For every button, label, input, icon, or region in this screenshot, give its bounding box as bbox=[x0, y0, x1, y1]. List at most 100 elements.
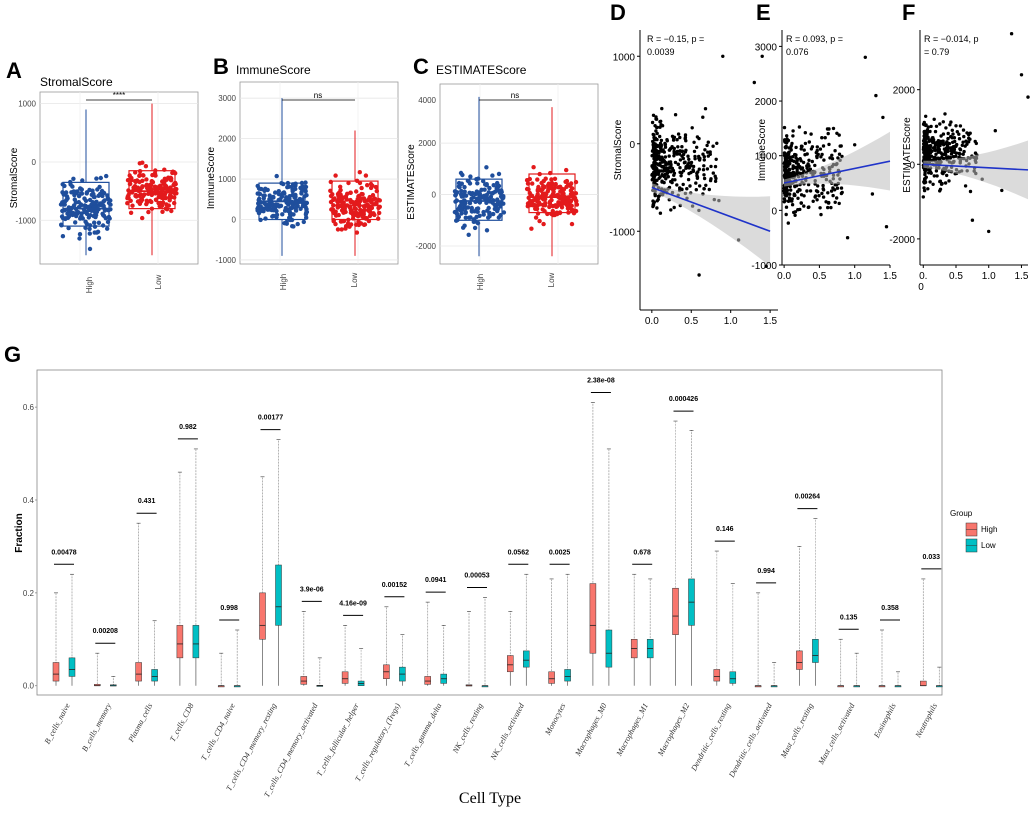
scatter-point bbox=[799, 201, 803, 205]
panel-a-chart: StromalScore StromalScore **** -1000 0 100… bbox=[9, 75, 199, 293]
xtick-label: 0. bbox=[919, 271, 927, 282]
category-label: NK_cells_activated bbox=[488, 701, 526, 762]
scatter-point bbox=[931, 140, 935, 145]
scatter-point bbox=[821, 183, 825, 188]
panel-g-boxes bbox=[52, 402, 943, 688]
data-point bbox=[150, 172, 155, 178]
scatter-point bbox=[670, 146, 674, 150]
ytick-label: -1000 bbox=[751, 261, 777, 272]
scatter-point bbox=[785, 192, 789, 196]
category-label: T_cells_CD8 bbox=[168, 702, 196, 744]
scatter-point bbox=[706, 140, 710, 144]
panel-b-chart: ImmuneScore ImmuneScore ns -1000 0 1000 200… bbox=[206, 63, 399, 290]
data-point bbox=[92, 220, 97, 225]
scatter-point bbox=[933, 157, 938, 162]
data-point bbox=[536, 200, 542, 205]
data-point bbox=[459, 188, 464, 194]
panel-g-legend: Group High Low bbox=[950, 509, 997, 553]
scatter-point bbox=[967, 136, 971, 140]
scatter-point bbox=[798, 171, 803, 176]
scatter-point bbox=[686, 154, 690, 158]
scatter-point bbox=[786, 221, 790, 225]
data-point bbox=[369, 199, 374, 205]
data-point bbox=[501, 210, 507, 215]
data-point bbox=[496, 171, 502, 177]
pvalue-label: 0.431 bbox=[138, 498, 156, 505]
panel-a-ylabel: StromalScore bbox=[9, 147, 20, 208]
scatter-point bbox=[933, 145, 937, 149]
data-point bbox=[484, 165, 489, 170]
scatter-point bbox=[676, 145, 680, 149]
data-point bbox=[129, 175, 134, 181]
data-point bbox=[488, 194, 494, 200]
data-point bbox=[273, 202, 279, 207]
data-point bbox=[343, 194, 349, 199]
data-point bbox=[564, 167, 569, 173]
scatter-point bbox=[687, 157, 691, 161]
scatter-point bbox=[651, 204, 655, 209]
box-high bbox=[455, 178, 503, 221]
scatter-point bbox=[819, 212, 823, 217]
ytick-label: 0 bbox=[771, 206, 777, 217]
data-point bbox=[72, 197, 78, 202]
scatter-point bbox=[667, 154, 671, 158]
data-point bbox=[370, 193, 376, 198]
scatter-point bbox=[823, 136, 827, 140]
scatter-point bbox=[678, 186, 682, 190]
data-point bbox=[128, 198, 133, 203]
ytick-label: 0 bbox=[32, 158, 37, 167]
scatter-point bbox=[807, 158, 811, 162]
data-point bbox=[83, 198, 89, 203]
scatter-point bbox=[802, 148, 806, 152]
scatter-point bbox=[703, 148, 707, 152]
scatter-point bbox=[820, 136, 824, 140]
scatter-point bbox=[655, 137, 659, 142]
scatter-point bbox=[952, 150, 957, 154]
panel-d-ylabel: StromalScore bbox=[613, 119, 624, 180]
scatter-point bbox=[946, 131, 950, 136]
scatter-point bbox=[923, 151, 927, 155]
scatter-point bbox=[652, 154, 656, 158]
scatter-point bbox=[652, 200, 656, 204]
box-high bbox=[341, 671, 349, 684]
panel-c-ytick-top: 4000 bbox=[418, 96, 436, 105]
scatter-point bbox=[791, 164, 795, 168]
data-point bbox=[304, 200, 309, 206]
scatter-point bbox=[947, 179, 951, 183]
data-point bbox=[125, 201, 130, 206]
scatter-point bbox=[782, 200, 786, 204]
data-point bbox=[467, 181, 473, 186]
panel-f-chart: ESTIMATEScore 2000 0 -2000 0. 0.5 1.0 1.5 0 R… bbox=[889, 30, 1030, 293]
data-point bbox=[570, 191, 575, 196]
data-point bbox=[456, 214, 461, 219]
scatter-point bbox=[831, 126, 836, 131]
scatter-point bbox=[702, 158, 706, 162]
scatter-point bbox=[960, 143, 964, 147]
panel-e-ylabel: ImmuneScore bbox=[757, 118, 768, 181]
scatter-point bbox=[818, 206, 822, 210]
category-label: NK_cells_resting bbox=[450, 702, 484, 756]
ytick-label: 0.6 bbox=[23, 403, 35, 412]
data-point bbox=[140, 184, 145, 189]
pvalue-label: 4.16e-09 bbox=[339, 600, 367, 607]
scatter-point bbox=[661, 159, 665, 163]
category-label: Dendritic_cells_resting bbox=[689, 702, 733, 774]
data-point bbox=[340, 196, 345, 201]
data-point bbox=[535, 177, 540, 182]
scatter-point bbox=[709, 164, 713, 169]
box-high bbox=[548, 671, 555, 684]
scatter-point bbox=[799, 193, 804, 197]
scatter-point bbox=[803, 153, 807, 157]
ytick-label: 0 bbox=[909, 160, 915, 171]
scatter-point bbox=[702, 173, 706, 177]
data-point bbox=[91, 191, 96, 197]
ytick-label: -2000 bbox=[416, 242, 437, 251]
data-point bbox=[362, 199, 368, 204]
scatter-point bbox=[924, 175, 928, 179]
scatter-point bbox=[828, 156, 832, 160]
scatter-point bbox=[800, 166, 805, 170]
scatter-point bbox=[654, 172, 658, 177]
scatter-point bbox=[794, 156, 798, 160]
scatter-point bbox=[671, 178, 675, 182]
panel-a-yticks: -1000 0 1000 bbox=[16, 100, 37, 226]
